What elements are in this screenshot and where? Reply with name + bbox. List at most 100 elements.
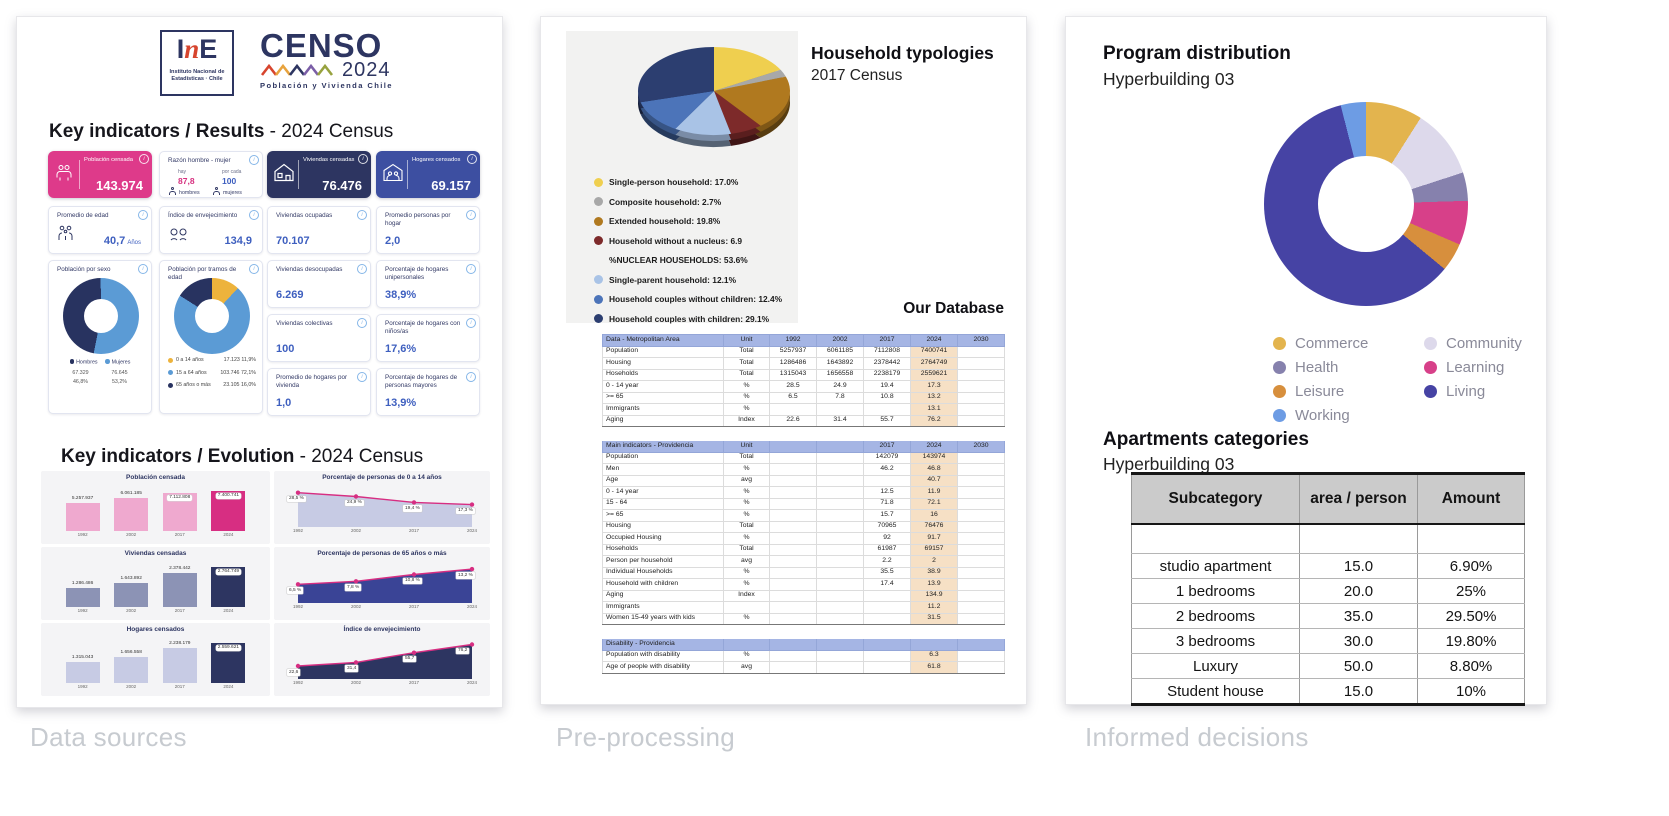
table-row: Individual Households% 35.5 38.9 — [602, 566, 1005, 579]
point-label: 13,2 % — [456, 572, 475, 579]
bar-column: 7.400.741 2024 — [211, 491, 246, 539]
table-row: Aging Index 134.9 — [602, 589, 1005, 602]
bar-value-label: 6.061.185 — [120, 490, 142, 496]
censo-logo-subtitle: Población y Vivienda Chile — [260, 81, 393, 90]
promedio-de-edad-card: Promedio de edad 40,7 Años i — [48, 206, 152, 254]
person-icon — [212, 187, 221, 195]
info-icon[interactable]: i — [249, 155, 259, 165]
caption-pre-processing: Pre-processing — [556, 722, 736, 752]
table-row: 0 - 14 year% 12.5 11.9 — [602, 486, 1005, 499]
bar-value-label: 5.257.937 — [71, 495, 94, 501]
bar-column: 2.764.749 2024 — [211, 567, 246, 615]
legend-dot — [1424, 361, 1437, 374]
info-icon[interactable]: i — [138, 210, 148, 220]
table-header-row: Subcategory area / person Amount — [1131, 472, 1525, 525]
table-row: Person per household avg 2.2 2 — [602, 555, 1005, 568]
table-row: 1 bedrooms 20.0 25% — [1131, 578, 1525, 604]
info-icon[interactable]: i — [467, 154, 477, 164]
legend-dot — [105, 359, 110, 364]
x-tick-label: 1992 — [77, 608, 88, 613]
table-row: 3 bedrooms 30.0 19.80% — [1131, 628, 1525, 654]
program-distribution-donut — [1264, 102, 1468, 306]
card-label: Viviendas censadas — [303, 157, 355, 163]
x-tick-label: 2024 — [223, 684, 234, 689]
bar-column: 2.378.442 2017 — [162, 566, 197, 615]
ratio-mujeres: por cada 100 mujeres — [212, 169, 256, 196]
pie-legend: Single-person household: 17.0% Composite … — [566, 177, 794, 333]
household-typologies-pie — [566, 33, 798, 167]
bar-column: 2.559.621 2024 — [211, 643, 246, 691]
table-row: Population Total 142079 143974 — [602, 451, 1005, 464]
panel-data-sources: InE Instituto Nacional de Estadísticas · … — [16, 16, 503, 708]
info-icon[interactable]: i — [139, 154, 149, 164]
nuclear-households-note: %NUCLEAR HOUSEHOLDS: 53.6% — [609, 255, 748, 265]
table-row: Occupied Housing% 92 91.7 — [602, 532, 1005, 545]
table-row: Population Total 5257937 6061185 7112808 7400… — [602, 345, 1005, 358]
x-tick-label: 2002 — [126, 532, 137, 537]
legend-item: Leisure — [1273, 383, 1424, 400]
area-chart — [295, 490, 475, 527]
point-label: 55,7 — [403, 655, 417, 663]
table-row: Hoseholds Total 1315043 1656558 2238179 25596… — [602, 368, 1005, 381]
legend-dot — [594, 314, 603, 323]
bar — [114, 583, 149, 607]
point-label: 76,2 — [456, 647, 470, 655]
apartments-table: Subcategory area / person Amount studio apa… — [1131, 472, 1525, 706]
info-icon[interactable]: i — [466, 264, 476, 274]
table-row: studio apartment 15.0 6.90% — [1131, 553, 1525, 579]
info-icon[interactable]: i — [357, 318, 367, 328]
legend-item: Commerce — [1273, 335, 1424, 352]
info-icon[interactable]: i — [357, 210, 367, 220]
legend-label: Household couples with children: 29.1% — [609, 313, 770, 324]
table-row: 0 - 14 year% 28.5 24.9 19.4 17.3 — [602, 380, 1005, 393]
area-chart — [295, 566, 475, 603]
donut-legend: 0 a 14 años 17.123 11,9% 15 a 64 años 103.… — [168, 357, 256, 395]
table-row: Student house 15.0 10% — [1131, 678, 1525, 706]
legend-dot — [1273, 337, 1286, 350]
table-row: Population with disability% 6.3 — [602, 649, 1005, 662]
viviendas-desocupadas-card: Viviendas desocupadas 6.269 i — [267, 260, 371, 308]
evolution-heading: Key indicators / Evolution - 2024 Census — [61, 446, 424, 467]
info-icon[interactable]: i — [138, 264, 148, 274]
evolution-chart-viviendas: Viviendas censadas 1.286.486 1992 1.643.89… — [41, 547, 270, 620]
x-tick-label: 1992 — [292, 604, 304, 609]
table-row: Age avg 40.7 — [602, 474, 1005, 487]
info-icon[interactable]: i — [466, 210, 476, 220]
info-icon[interactable]: i — [249, 264, 259, 274]
legend-dot — [594, 177, 603, 187]
x-tick-label: 2017 — [408, 680, 420, 685]
table-row: Women 15-49 years with kids% 31.5 — [602, 612, 1005, 625]
poblacion-por-sexo-card: Población por sexo i Hombres Mujeres 67.… — [48, 260, 152, 414]
censo-2024-logo: CENSO 2024 Población y Vivienda Chile — [260, 29, 402, 90]
info-icon[interactable]: i — [466, 372, 476, 382]
bar-column: 1.643.892 2002 — [114, 576, 149, 615]
info-icon[interactable]: i — [357, 372, 367, 382]
divider — [79, 160, 80, 189]
legend-item: Community — [1424, 335, 1522, 352]
apartments-categories-title: Apartments categories — [1103, 429, 1309, 450]
database-table: Data - Metropolitan Area Unit 1992 2002 2017… — [602, 334, 1005, 674]
divider — [298, 160, 299, 189]
legend-item: Household couples with children: 29.1% — [594, 314, 794, 324]
card-value: 76.476 — [322, 178, 362, 193]
ratio-hombres: hay 87,8 hombres — [168, 169, 212, 196]
point-label: 19,4 % — [403, 505, 422, 513]
x-tick-label: 2002 — [350, 680, 362, 685]
results-heading: Key indicators / Results - 2024 Census — [49, 121, 394, 142]
bar-value-label: 7.112.808 — [167, 494, 193, 501]
people-icon — [54, 163, 76, 186]
info-icon[interactable]: i — [249, 210, 259, 220]
donut-hole — [84, 299, 118, 333]
evolution-chart-0-14: Porcentaje de personas de 0 a 14 años 28… — [274, 471, 490, 544]
x-tick-label: 2024 — [223, 532, 234, 537]
legend-dot — [69, 359, 75, 364]
info-icon[interactable]: i — [466, 318, 476, 328]
card-label: Hogares censados — [412, 157, 461, 163]
poblacion-por-tramos-card: Población por tramos de edad i 0 a 14 añ… — [159, 260, 263, 414]
table-row: Housing Total 1286486 1643892 2378442 2764749 — [602, 357, 1005, 370]
bar-value-label: 1.656.558 — [120, 649, 142, 655]
info-icon[interactable]: i — [357, 264, 367, 274]
info-icon[interactable]: i — [358, 154, 368, 164]
bar-value-label: 7.400.741 — [215, 492, 242, 499]
bar-value-label: 2.559.621 — [215, 644, 242, 651]
